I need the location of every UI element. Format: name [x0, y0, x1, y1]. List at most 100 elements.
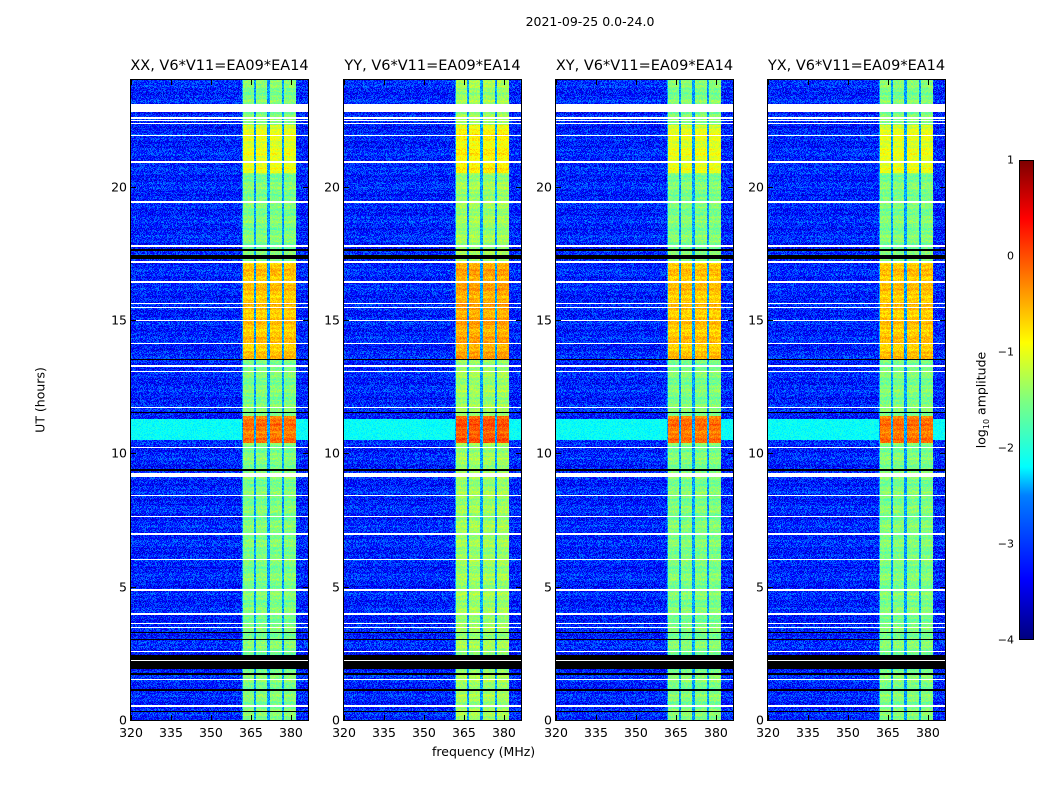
x-tick-mark	[556, 715, 557, 720]
y-tick-mark	[131, 720, 136, 721]
y-tick-mark	[344, 720, 349, 721]
panel-title: YX, V6*V11=EA09*EA14	[767, 58, 946, 74]
y-tick-mark	[768, 186, 773, 188]
y-tick-mark	[344, 320, 349, 321]
y-tick-mark	[556, 186, 561, 188]
x-tick-mark	[423, 80, 425, 85]
colorbar-tick-label: −3	[997, 537, 1014, 551]
x-tick-label: 350	[199, 725, 223, 740]
x-tick-mark	[807, 80, 809, 85]
x-tick-mark	[847, 80, 849, 85]
x-tick-mark	[847, 715, 849, 720]
y-axis-label: UT (hours)	[32, 367, 48, 433]
y-tick-label: 15	[536, 312, 552, 328]
x-tick-label: 320	[756, 725, 780, 740]
colorbar-label: log10 amplitude	[973, 351, 991, 449]
y-tick-mark	[556, 720, 561, 721]
y-tick-mark	[556, 453, 561, 455]
y-tick-label: 10	[748, 445, 764, 461]
y-tick-label: 20	[111, 179, 127, 195]
x-tick-mark	[463, 80, 465, 85]
y-tick-mark	[344, 186, 349, 188]
heatmap-image	[768, 80, 945, 720]
y-tick-label: 10	[536, 445, 552, 461]
x-tick-mark	[423, 715, 425, 720]
x-tick-label: 320	[332, 725, 356, 740]
y-tick-mark	[728, 720, 733, 721]
x-tick-mark	[927, 80, 929, 85]
y-tick-mark	[131, 586, 136, 588]
y-tick-label: 0	[119, 712, 127, 728]
x-tick-mark	[383, 715, 385, 720]
x-tick-label: 365	[876, 725, 900, 740]
x-tick-label: 380	[916, 725, 940, 740]
y-tick-mark	[303, 453, 308, 455]
y-tick-label: 0	[544, 712, 552, 728]
x-tick-label: 365	[664, 725, 688, 740]
y-tick-mark	[344, 586, 349, 588]
heatmap-image	[344, 80, 521, 720]
y-tick-mark	[940, 720, 945, 721]
x-tick-mark	[210, 80, 212, 85]
x-tick-mark	[503, 715, 505, 720]
heatmap-image	[556, 80, 733, 720]
colorbar	[1019, 160, 1034, 640]
x-tick-mark	[715, 715, 717, 720]
y-tick-label: 5	[544, 579, 552, 595]
y-tick-mark	[303, 720, 308, 721]
x-tick-label: 320	[119, 725, 143, 740]
heatmap-image	[131, 80, 308, 720]
y-tick-mark	[768, 720, 773, 721]
y-tick-mark	[768, 320, 773, 321]
x-tick-mark	[927, 715, 929, 720]
y-tick-mark	[516, 320, 521, 321]
panel-title: YY, V6*V11=EA09*EA14	[344, 58, 521, 74]
x-tick-mark	[887, 80, 889, 85]
x-tick-label: 350	[412, 725, 436, 740]
x-tick-mark	[383, 80, 385, 85]
y-tick-mark	[728, 186, 733, 188]
x-tick-mark	[131, 80, 132, 85]
x-tick-mark	[635, 715, 637, 720]
y-tick-mark	[728, 320, 733, 321]
waterfall-panel-3: XY, V6*V11=EA09*EA14 0 5 10 15 20 320 335 350 365…	[536, 58, 734, 740]
x-tick-mark	[675, 80, 677, 85]
x-tick-mark	[290, 715, 292, 720]
x-tick-label: 335	[796, 725, 820, 740]
x-tick-mark	[290, 80, 292, 85]
y-tick-mark	[940, 586, 945, 588]
x-tick-mark	[768, 80, 769, 85]
y-tick-mark	[556, 586, 561, 588]
x-tick-mark	[463, 715, 465, 720]
x-tick-mark	[250, 80, 252, 85]
y-tick-label: 5	[332, 579, 340, 595]
colorbar-tick-label: −4	[997, 633, 1014, 647]
x-tick-mark	[768, 715, 769, 720]
x-tick-label: 380	[704, 725, 728, 740]
y-tick-label: 0	[756, 712, 764, 728]
y-tick-label: 5	[756, 579, 764, 595]
panel-title: XX, V6*V11=EA09*EA14	[130, 58, 309, 74]
y-tick-mark	[556, 320, 561, 321]
x-tick-label: 365	[239, 725, 263, 740]
x-tick-label: 335	[372, 725, 396, 740]
y-tick-mark	[768, 586, 773, 588]
y-tick-label: 15	[748, 312, 764, 328]
x-tick-mark	[170, 715, 172, 720]
y-tick-mark	[516, 186, 521, 188]
y-tick-label: 15	[111, 312, 127, 328]
x-tick-mark	[250, 715, 252, 720]
y-tick-label: 0	[332, 712, 340, 728]
y-tick-label: 10	[324, 445, 340, 461]
x-tick-label: 365	[452, 725, 476, 740]
y-tick-mark	[131, 453, 136, 455]
y-tick-mark	[303, 586, 308, 588]
x-tick-mark	[170, 80, 172, 85]
y-tick-mark	[131, 320, 136, 321]
x-tick-mark	[595, 715, 597, 720]
x-tick-mark	[210, 715, 212, 720]
y-tick-mark	[940, 186, 945, 188]
y-tick-mark	[303, 320, 308, 321]
y-tick-mark	[131, 186, 136, 188]
y-tick-mark	[516, 720, 521, 721]
